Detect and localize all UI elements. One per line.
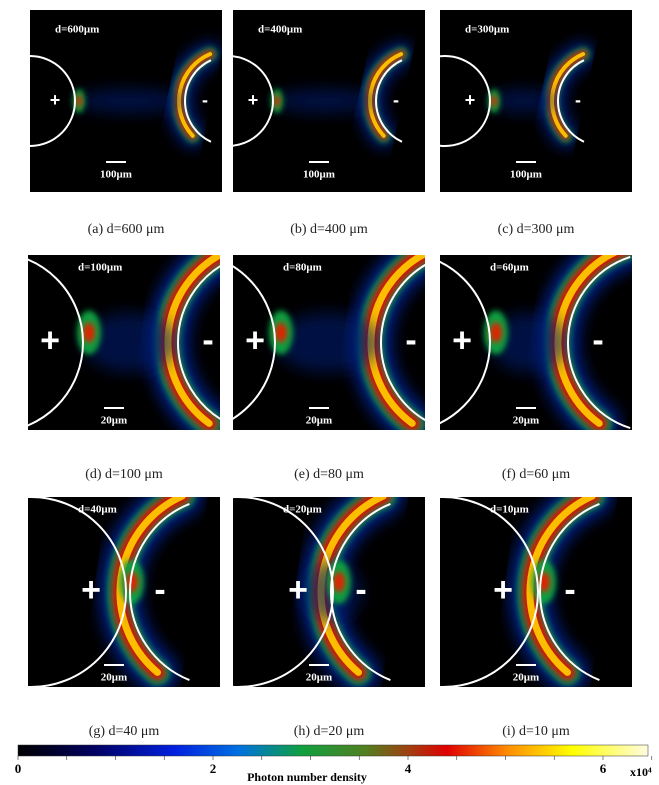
anode-sign: + bbox=[50, 90, 61, 110]
colorbar bbox=[18, 745, 648, 756]
cathode-sign: - bbox=[575, 90, 581, 110]
caption: (g) d=40 μm bbox=[89, 724, 160, 739]
anode-sign: + bbox=[248, 90, 259, 110]
caption: (i) d=10 μm bbox=[502, 724, 570, 739]
panel: d=40μm + - 20μm bbox=[0, 489, 220, 687]
scale-label: 20μm bbox=[306, 672, 332, 684]
cathode-sign: - bbox=[355, 571, 366, 609]
caption: (e) d=80 μm bbox=[294, 467, 364, 482]
anode-core bbox=[333, 572, 345, 592]
scale-label: 100μm bbox=[510, 169, 542, 181]
caption: (f) d=60 μm bbox=[502, 467, 570, 482]
panel: d=600μm + - 100μm bbox=[0, 10, 222, 192]
panel-image bbox=[0, 10, 222, 192]
colorbar-tick-label: 0 bbox=[15, 761, 22, 776]
cathode-sign: - bbox=[202, 321, 213, 359]
colorbar-multiplier: x10⁴ bbox=[630, 765, 652, 779]
scale-label: 20μm bbox=[101, 415, 127, 427]
colorbar-tick-label: 2 bbox=[210, 761, 217, 776]
colorbar-tick-label: 6 bbox=[600, 761, 607, 776]
cathode-sign: - bbox=[202, 90, 208, 110]
distance-label: d=600μm bbox=[55, 24, 99, 36]
caption: (b) d=400 μm bbox=[290, 222, 368, 237]
caption: (d) d=100 μm bbox=[85, 467, 163, 482]
anode-sign: + bbox=[465, 90, 476, 110]
distance-label: d=10μm bbox=[490, 504, 529, 516]
panel: d=100μm + - 20μm bbox=[0, 241, 240, 432]
scale-label: 100μm bbox=[100, 169, 132, 181]
distance-label: d=80μm bbox=[283, 262, 322, 274]
anode-sign: + bbox=[81, 571, 101, 609]
anode-core bbox=[490, 323, 502, 343]
anode-sign: + bbox=[288, 571, 308, 609]
panel: d=300μm + - 100μm bbox=[400, 10, 632, 192]
caption: (a) d=600 μm bbox=[88, 222, 165, 237]
channel-glow bbox=[273, 89, 376, 113]
scale-label: 20μm bbox=[513, 415, 539, 427]
figure: Photon number density x10⁴ d=600μm+-100μ… bbox=[0, 0, 659, 785]
caption: (h) d=20 μm bbox=[294, 724, 365, 739]
distance-label: d=400μm bbox=[258, 24, 302, 36]
scale-label: 20μm bbox=[306, 415, 332, 427]
panel-image bbox=[400, 10, 632, 192]
colorbar-title: Photon number density bbox=[247, 770, 367, 784]
scale-label: 20μm bbox=[101, 672, 127, 684]
anode-core bbox=[83, 323, 95, 343]
distance-label: d=40μm bbox=[78, 504, 117, 516]
cathode-sign: - bbox=[393, 90, 399, 110]
anode-sign: + bbox=[40, 321, 60, 359]
distance-label: d=20μm bbox=[283, 504, 322, 516]
distance-label: d=100μm bbox=[78, 262, 122, 274]
cathode-sign: - bbox=[154, 571, 165, 609]
cathode-sign: - bbox=[564, 571, 575, 609]
cathode-sign: - bbox=[592, 321, 603, 359]
anode-core bbox=[275, 323, 287, 343]
distance-label: d=300μm bbox=[465, 24, 509, 36]
channel-glow bbox=[75, 89, 185, 113]
anode-sign: + bbox=[452, 321, 472, 359]
anode-core bbox=[76, 95, 82, 107]
anode-core bbox=[274, 95, 280, 107]
scale-label: 20μm bbox=[513, 672, 539, 684]
scale-label: 100μm bbox=[303, 169, 335, 181]
caption: (c) d=300 μm bbox=[498, 222, 575, 237]
cathode-sign: - bbox=[405, 321, 416, 359]
channel-glow bbox=[490, 89, 558, 113]
colorbar-tick-label: 4 bbox=[405, 761, 412, 776]
distance-label: d=60μm bbox=[490, 262, 529, 274]
anode-sign: + bbox=[493, 571, 513, 609]
anode-sign: + bbox=[245, 321, 265, 359]
panel-image bbox=[0, 489, 220, 687]
anode-core bbox=[491, 95, 497, 107]
